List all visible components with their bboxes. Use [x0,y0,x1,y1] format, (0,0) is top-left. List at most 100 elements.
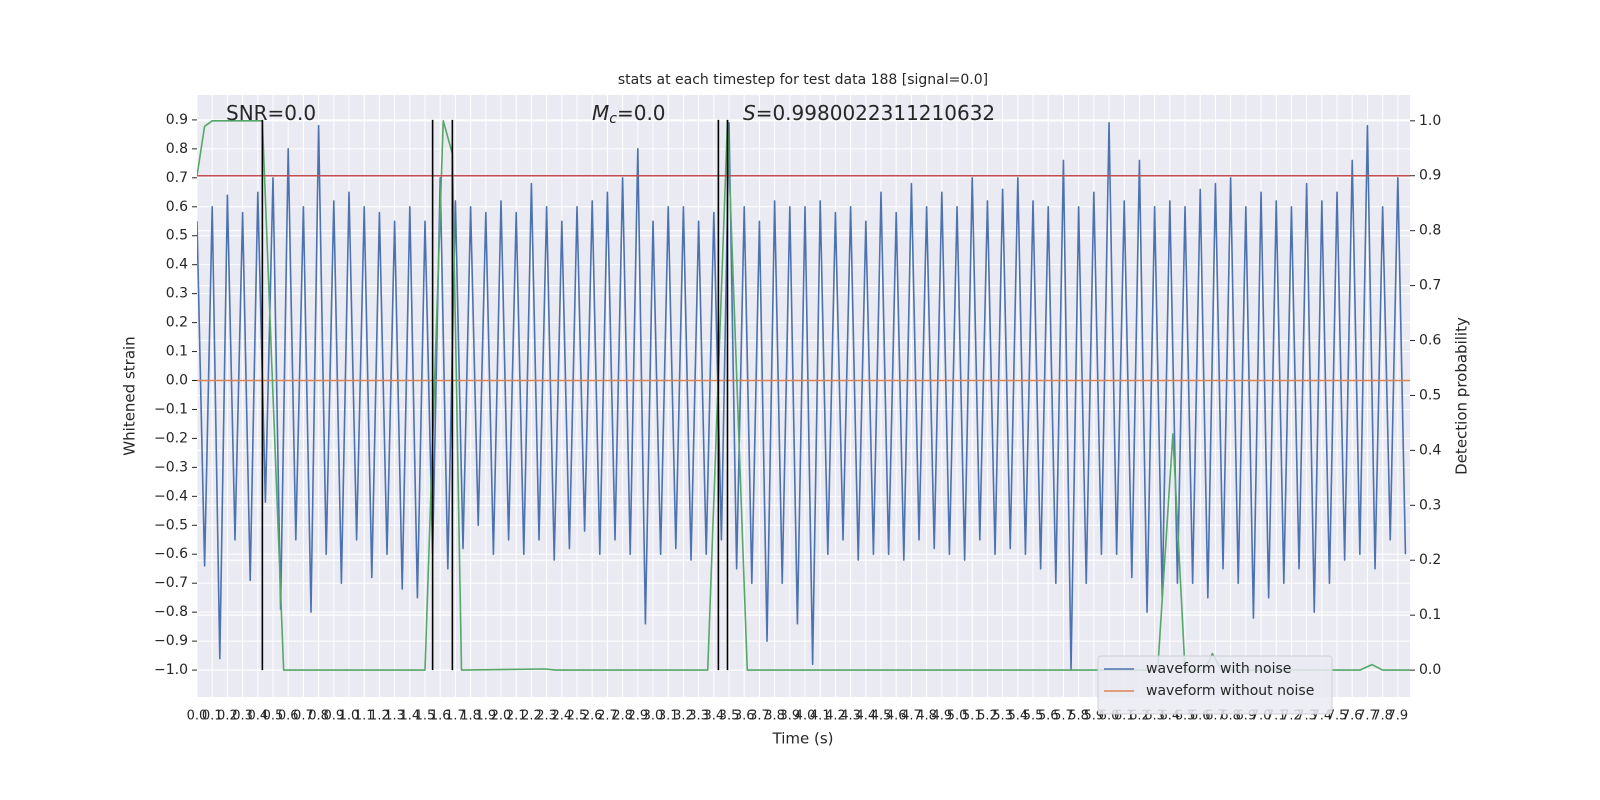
y-tick-label: 0.7 [166,170,188,186]
x-tick-label: 5.7 [1053,709,1074,724]
x-tick-label: 4.4 [855,709,876,724]
y-tick-label: 0.8 [166,141,188,157]
y2-tick-label: 0.0 [1419,662,1441,678]
legend-label: waveform with noise [1146,661,1291,677]
series-line [197,122,1407,671]
x-tick-label: 1.0 [339,709,360,724]
x-tick-label: 3.2 [673,709,694,724]
x-tick-label: 3.5 [719,709,740,724]
y-tick-label: −0.2 [154,430,188,446]
y2-tick-label: 1.0 [1419,113,1441,129]
y2-tick-label: 0.6 [1419,333,1441,349]
x-tick-label: 4.3 [840,709,861,724]
x-tick-label: 4.7 [901,709,922,724]
x-tick-label: 5.0 [947,709,968,724]
x-tick-label: 5.8 [1068,709,1089,724]
x-tick-label: 0.5 [263,709,284,724]
plot-data [197,119,1410,671]
x-tick-label: 0.8 [308,709,329,724]
x-tick-label: 4.6 [886,709,907,724]
y-tick-label: −0.8 [154,604,188,620]
annotation-symbol: M [592,101,609,125]
x-tick-label: 4.9 [931,709,952,724]
y-tick-label: −1.0 [154,662,188,678]
x-tick-label: 5.6 [1038,709,1059,724]
x-tick-label: 4.1 [810,709,831,724]
y-tick-label: 0.0 [166,373,188,389]
annotation-subscript: c [609,111,617,127]
x-tick-label: 1.7 [445,709,466,724]
y2-tick-label: 0.5 [1419,387,1441,403]
x-tick-label: 1.9 [475,709,496,724]
y-axis-label: Whitened strain [121,336,139,455]
x-tick-label: 5.3 [992,709,1013,724]
x-tick-label: 0.0 [187,709,208,724]
x-tick-label: 0.1 [202,709,223,724]
annotation-text: =0.0 [617,101,666,125]
y2-tick-label: 0.1 [1419,607,1441,623]
x-tick-label: 2.3 [536,709,557,724]
y-tick-label: 0.6 [166,199,188,215]
y-tick-label: 0.5 [166,228,188,244]
y2-axis-label: Detection probability [1453,317,1471,475]
y2-tick-label: 0.3 [1419,497,1441,513]
x-tick-label: 2.0 [491,709,512,724]
x-tick-label: 0.4 [247,709,268,724]
annotation-text: =0.9980022311210632 [756,101,995,125]
x-tick-label: 3.9 [779,709,800,724]
annotation: S=0.9980022311210632 [743,101,995,125]
x-tick-label: 7.8 [1372,709,1393,724]
x-tick-label: 1.4 [399,709,420,724]
x-tick-label: 3.0 [643,709,664,724]
x-tick-label: 3.1 [658,709,679,724]
y-tick-label: −0.4 [154,488,188,504]
x-tick-label: 0.2 [217,709,238,724]
chart-title: stats at each timestep for test data 188… [618,72,988,88]
x-tick-label: 3.4 [703,709,724,724]
legend-box [1097,655,1333,715]
y-tick-label: 0.9 [166,112,188,128]
y2-tick-label: 0.4 [1419,442,1441,458]
x-tick-label: 2.8 [612,709,633,724]
x-tick-label: 5.4 [1007,709,1028,724]
x-tick-label: 2.7 [597,709,618,724]
x-tick-label: 5.2 [977,709,998,724]
x-tick-label: 2.6 [582,709,603,724]
y2-tick-label: 0.2 [1419,552,1441,568]
x-tick-label: 1.1 [354,709,375,724]
y-tick-label: −0.1 [154,401,188,417]
legend-label: waveform without noise [1146,683,1314,699]
y2-tick-label: 0.8 [1419,223,1441,239]
y-tick-label: 0.2 [166,315,188,331]
x-tick-label: 2.5 [567,709,588,724]
x-tick-label: 3.8 [764,709,785,724]
x-tick-label: 0.3 [232,709,253,724]
annotation-text: SNR=0.0 [226,101,316,125]
y-tick-label: −0.5 [154,517,188,533]
y-tick-label: −0.7 [154,575,188,591]
x-tick-label: 1.8 [460,709,481,724]
x-tick-label: 7.7 [1357,709,1378,724]
x-tick-label: 1.5 [415,709,436,724]
x-tick-label: 4.2 [825,709,846,724]
x-tick-label: 7.9 [1387,709,1408,724]
annotation: Mc=0.0 [592,101,666,128]
x-tick-label: 3.6 [734,709,755,724]
y-tick-label: −0.9 [154,633,188,649]
y-tick-label: 0.1 [166,344,188,360]
x-tick-label: 2.9 [627,709,648,724]
y-tick-label: −0.6 [154,546,188,562]
x-tick-label: 4.8 [916,709,937,724]
x-tick-label: 5.5 [1023,709,1044,724]
y2-tick-label: 0.7 [1419,278,1441,294]
y-tick-label: 0.3 [166,286,188,302]
annotation: SNR=0.0 [226,101,316,125]
x-tick-label: 2.4 [551,709,572,724]
x-tick-label: 1.6 [430,709,451,724]
y-tick-label: 0.4 [166,257,188,273]
x-tick-label: 2.1 [506,709,527,724]
x-axis-label: Time (s) [772,730,834,748]
x-tick-label: 1.3 [384,709,405,724]
x-tick-label: 7.6 [1342,709,1363,724]
